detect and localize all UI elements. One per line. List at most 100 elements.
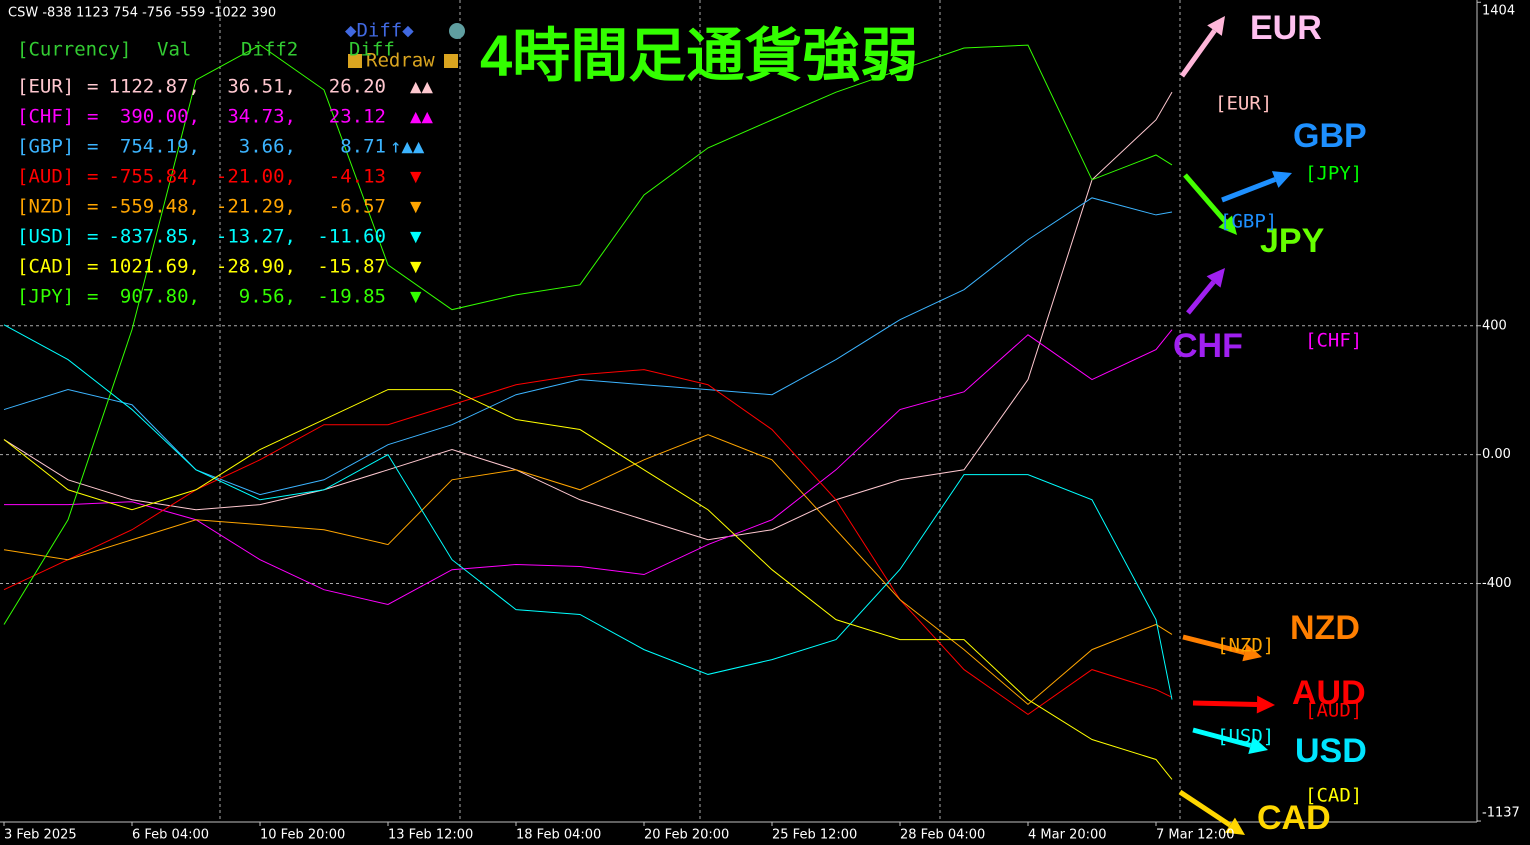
panel-cell: 390.00, [120,106,200,128]
panel-cell: -21.29, [216,196,296,218]
arrow-shaft [1179,29,1217,78]
arrow-shaft [1192,700,1258,708]
panel-cell: 26.20 [329,76,386,98]
panel-cell: 3.66, [239,136,296,158]
y-tick-label: -1137 [1482,806,1520,821]
x-tick-label: 20 Feb 20:00 [644,828,729,843]
currency-tag: [USD] [1217,726,1274,748]
panel-cell: 36.51, [227,76,296,98]
panel-cell: = [87,76,98,98]
panel-cell: 1021.69, [108,256,200,278]
plot [3,44,1173,780]
legend-currency: [USD] [17,226,74,248]
panel-cell: = [87,106,98,128]
currency-label: AUD [1292,674,1366,712]
y-tick-label: 0.00 [1482,447,1511,462]
x-tick-label: 6 Feb 04:00 [132,828,209,843]
panel-cell: 23.12 [329,106,386,128]
annotations: EUR GBP JPY CHF NZD AUD USD CAD [EUR] [JPY] [GBP] [… [1173,9,1367,837]
panel-cell: ▲▲ [410,106,433,128]
currency-tag: [NZD] [1217,635,1274,657]
x-tick-label: 18 Feb 04:00 [516,828,601,843]
panel-cell: -19.85 [317,286,386,308]
panel-cell: ▲▲ [410,76,433,98]
arrow-shaft [1221,177,1277,203]
arrow-head [1248,736,1268,755]
legend-currency: [CHF] [17,106,74,128]
panel-cell: = [87,256,98,278]
legend-currency: [EUR] [17,76,74,98]
legend-currency: [GBP] [17,136,74,158]
series-line [3,434,1173,706]
panel-cell: -559.48, [108,196,200,218]
panel-cell: = [87,136,98,158]
panel-cell: 754.19, [120,136,200,158]
currency-tag: [JPY] [1305,163,1362,185]
currency-label: CHF [1173,327,1243,365]
x-tick-label: 25 Feb 12:00 [772,828,857,843]
arrow-head [1271,171,1292,188]
panel-cell: = [87,226,98,248]
currency-label: EUR [1250,9,1322,47]
arrow-head [1242,643,1262,662]
currency-label: NZD [1290,609,1360,647]
x-tick-label: 7 Mar 12:00 [1156,828,1235,843]
currency-tag: [GBP] [1220,211,1277,233]
currency-tag: [CHF] [1305,330,1362,352]
panel-cell: -21.00, [216,166,296,188]
panel-cell: ▼ [410,256,422,278]
legend-currency: [CAD] [17,256,74,278]
panel-cell: -11.60 [317,226,386,248]
panel-header: Diff2 [241,39,298,61]
arrow-head [1207,16,1225,36]
legend-currency: [NZD] [17,196,74,218]
panel-cell: 8.71 [340,136,386,158]
currency-label: USD [1295,732,1367,770]
panel-header: Diff [349,39,395,61]
series-line [3,197,1173,496]
toggle-dot[interactable] [449,23,465,39]
currency-label: GBP [1293,117,1367,155]
currency-tag: [EUR] [1215,93,1272,115]
series-line [4,329,1173,606]
legend-currency: [JPY] [17,286,74,308]
series-line [3,44,1173,625]
panel-cell: -28.90, [216,256,296,278]
arrow-shaft [1178,789,1232,828]
arrow-shaft [1186,280,1216,315]
panel-cell: 9.56, [239,286,296,308]
x-tick-label: 4 Mar 20:00 [1028,828,1107,843]
x-tick-label: 28 Feb 04:00 [900,828,985,843]
panel-cell: ▼ [410,196,422,218]
panel-cell: ▼ [410,166,422,188]
y-tick-label: 1404 [1482,4,1515,19]
currency-label: JPY [1260,222,1325,260]
series-line [3,389,1173,780]
currency-tag: [CAD] [1305,785,1362,807]
series-line [3,369,1173,715]
panel-cell: -13.27, [216,226,296,248]
diff-button[interactable]: ◆Diff◆ [345,20,414,42]
panel-cell: -4.13 [329,166,386,188]
redraw-icon [348,54,362,68]
redraw-button[interactable]: Redraw [366,50,435,72]
panel-cell: 34.73, [227,106,296,128]
arrow-shaft [1182,634,1246,656]
x-tick-label: 3 Feb 2025 [4,828,77,843]
redraw-icon [444,54,458,68]
header: CSW -838 1123 754 -756 -559 -1022 390 [8,6,276,21]
panel-cell: -6.57 [329,196,386,218]
legend-panel: [Currency] Val Diff2 Diff [EUR] = 1122.87, 36.5… [17,39,433,308]
panel-cell: = [87,196,98,218]
panel-cell: = [87,166,98,188]
panel-cell: ▼ [410,286,422,308]
panel-cell: 907.80, [120,286,200,308]
chart-title: 4時間足通貨強弱 [480,23,918,88]
panel-cell: 1122.87, [108,76,200,98]
y-tick-label: 400 [1482,318,1507,333]
vertical-grid [0,0,1477,822]
x-tick-label: 13 Feb 12:00 [388,828,473,843]
y-tick-label: -400 [1482,576,1512,591]
panel-header: [Currency] [17,39,131,61]
